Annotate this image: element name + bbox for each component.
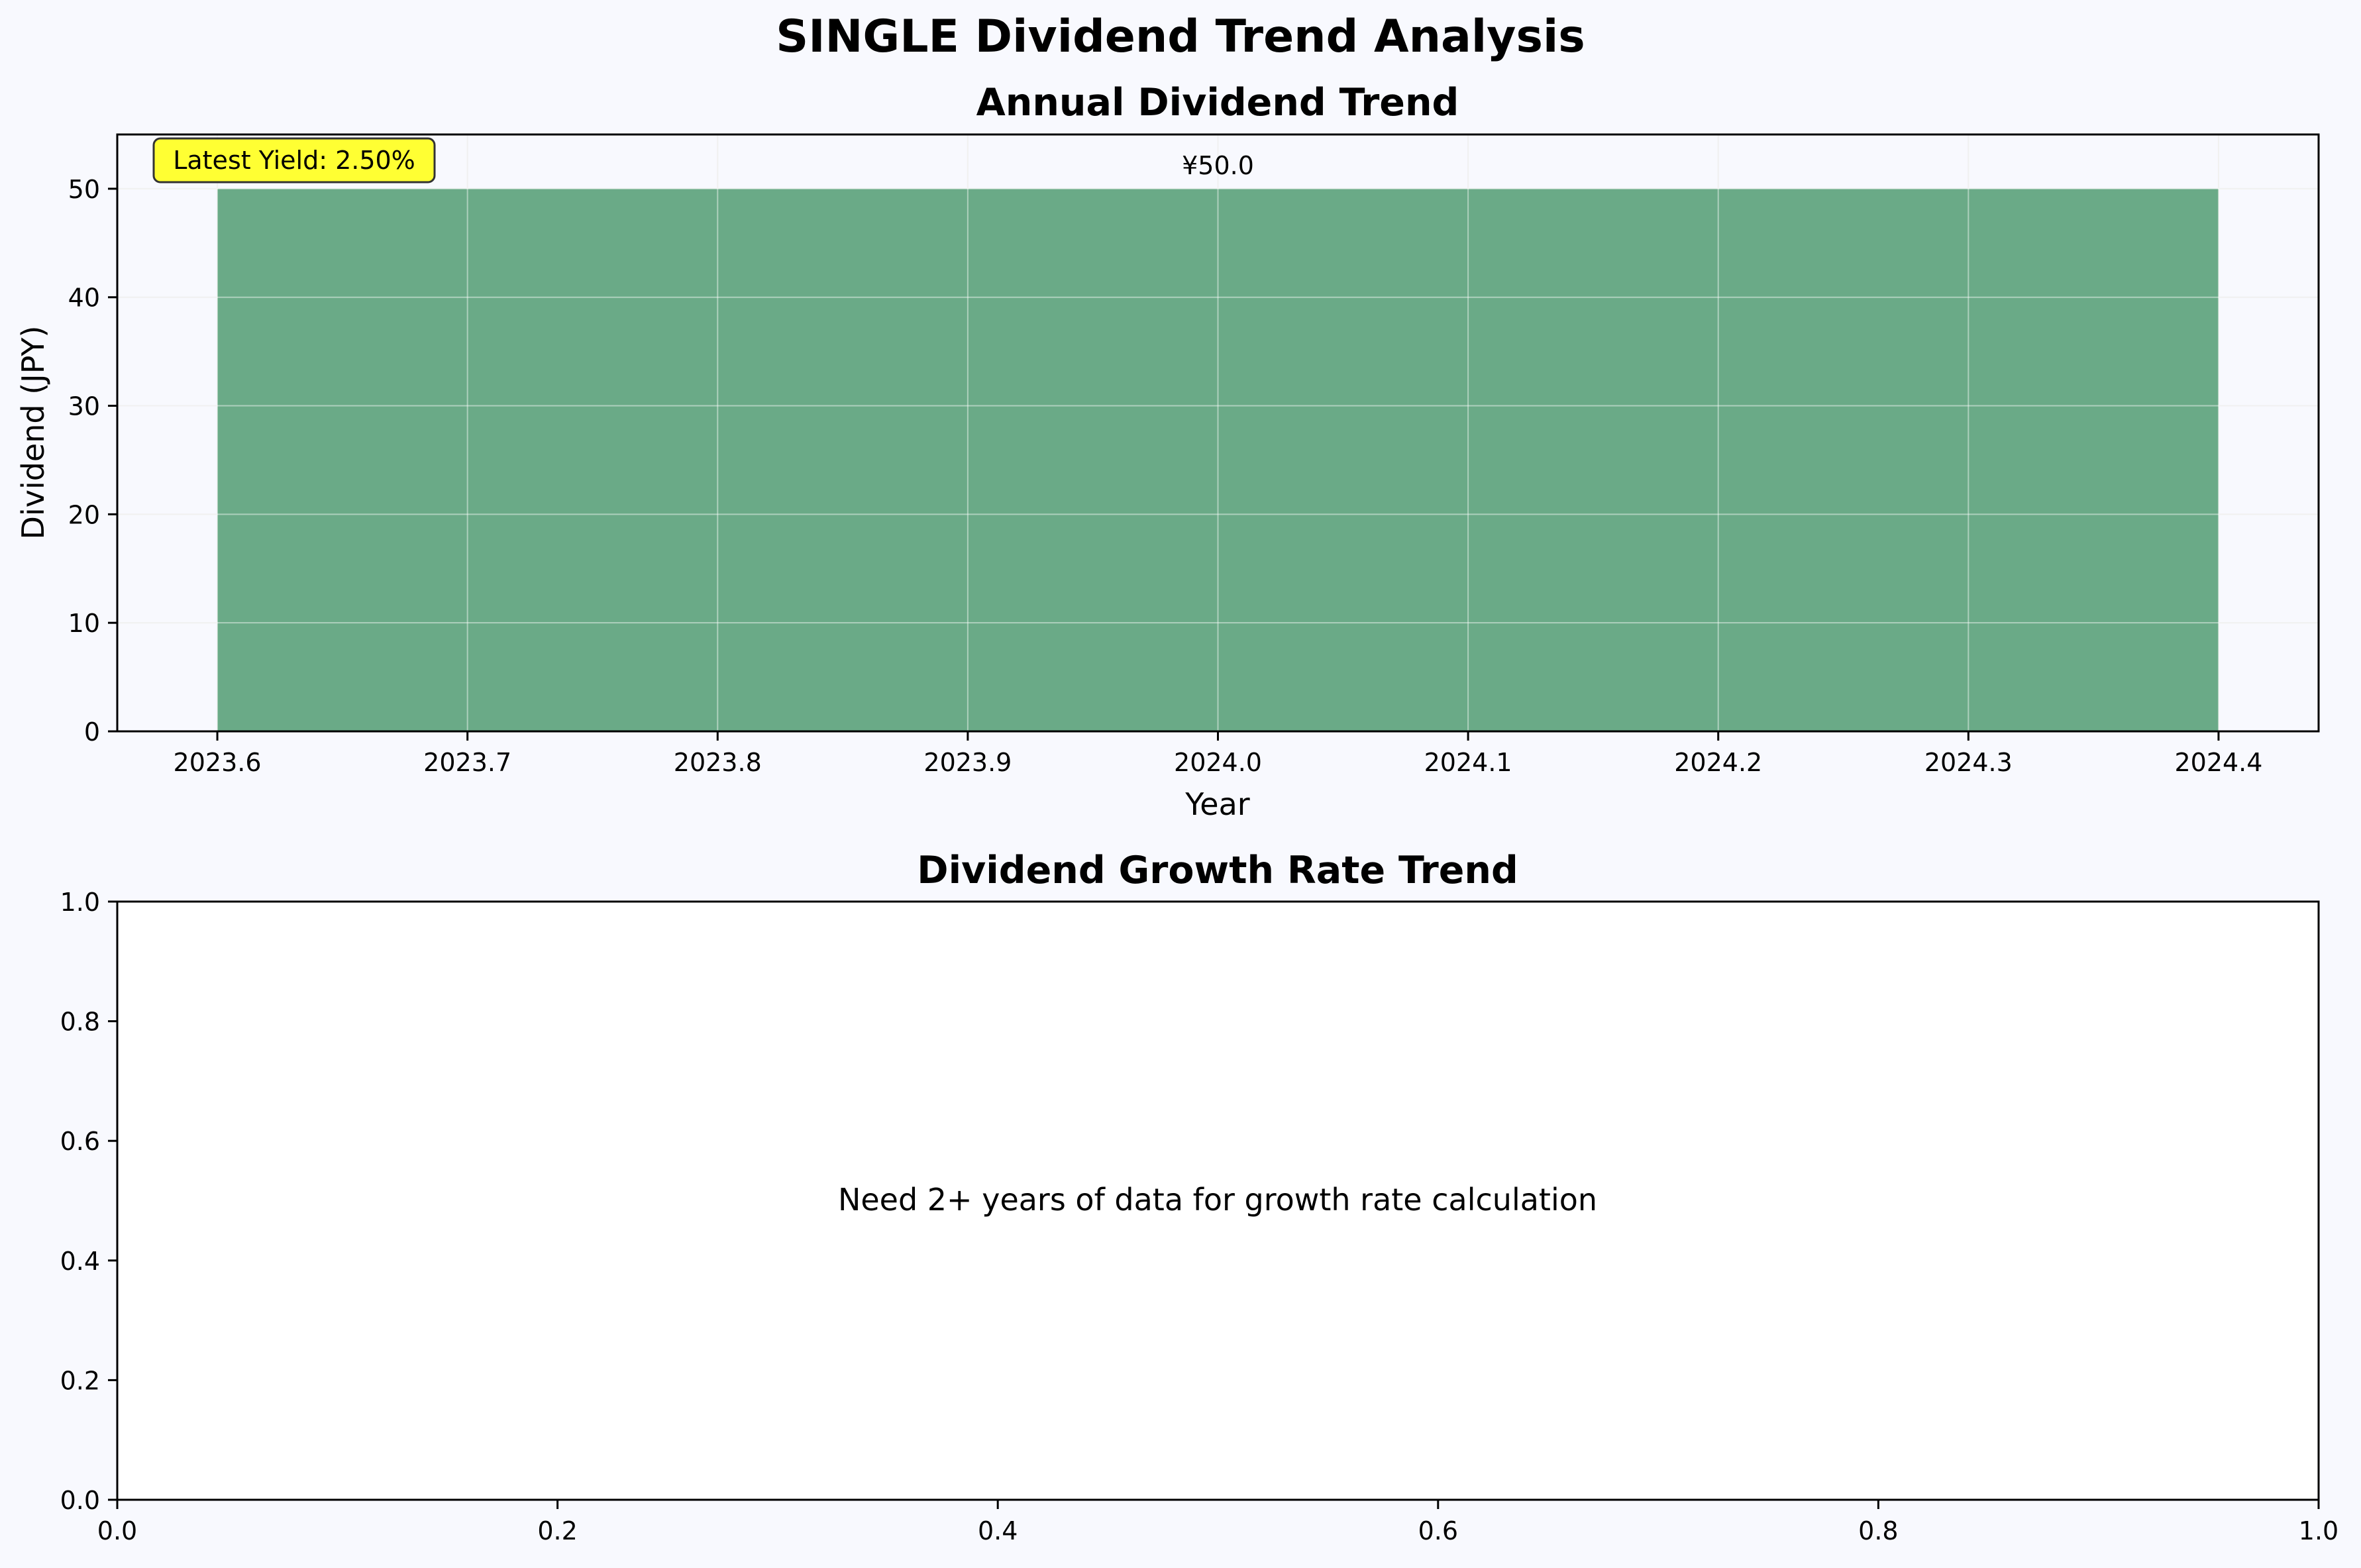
growth-rate-y-tick-label: 1.0 [60, 888, 100, 917]
annual-dividend-y-tick-label: 10 [68, 609, 100, 638]
annual-dividend-x-tick-label: 2024.3 [1924, 748, 2013, 777]
annual-dividend-x-tick-label: 2024.1 [1424, 748, 1512, 777]
annual-dividend-x-ticks: 2023.6 2023.7 2023.8 2023.9 2024.0 2024.1 2024… [174, 731, 2262, 777]
annual-dividend-x-tick-label: 2023.8 [674, 748, 762, 777]
growth-rate-x-tick-label: 0.2 [537, 1516, 577, 1545]
annual-dividend-y-axis-label: Dividend (JPY) [15, 326, 51, 540]
latest-yield-badge: Latest Yield: 2.50% [152, 137, 436, 183]
growth-rate-x-tick-label: 1.0 [2299, 1516, 2338, 1545]
annual-dividend-chart: ¥50.0 2023.6 2023.7 2023.8 2023.9 2024.0 2024… [15, 81, 2320, 822]
growth-rate-y-ticks: 0.0 0.2 0.4 0.6 0.8 1.0 [60, 888, 117, 1515]
figure-suptitle: SINGLE Dividend Trend Analysis [776, 11, 1585, 63]
annual-dividend-y-tick-label: 20 [68, 500, 100, 529]
growth-rate-axes-frame [116, 900, 2320, 1501]
annual-dividend-x-tick-label: 2023.7 [423, 748, 511, 777]
annual-dividend-y-tick-label: 0 [84, 717, 100, 747]
dividend-bar-label: ¥50.0 [1182, 151, 1254, 180]
growth-rate-y-tick-label: 0.6 [60, 1127, 100, 1156]
annual-dividend-x-axis-label: Year [1184, 786, 1249, 822]
annual-dividend-title: Annual Dividend Trend [976, 81, 1459, 125]
growth-rate-message: Need 2+ years of data for growth rate ca… [838, 1182, 1597, 1218]
latest-yield-badge-box [152, 137, 436, 183]
annual-dividend-y-tick-label: 50 [68, 175, 100, 204]
growth-rate-x-tick-label: 0.4 [978, 1516, 1018, 1545]
annual-dividend-x-tick-label: 2024.4 [2174, 748, 2262, 777]
annual-dividend-y-ticks: 0 10 20 30 40 50 [68, 175, 117, 747]
annual-dividend-x-tick-label: 2023.9 [923, 748, 1012, 777]
annual-dividend-data-labels: ¥50.0 [1182, 151, 1254, 180]
annual-dividend-x-tick-label: 2024.2 [1674, 748, 1762, 777]
dividend-bar [217, 188, 2219, 732]
annual-dividend-bars [117, 134, 2319, 732]
growth-rate-y-tick-label: 0.0 [60, 1486, 100, 1515]
annual-dividend-x-tick-label: 2023.6 [174, 748, 262, 777]
annual-dividend-x-tick-label: 2024.0 [1174, 748, 1262, 777]
growth-rate-y-tick-label: 0.2 [60, 1366, 100, 1395]
growth-rate-plot-background [117, 902, 2319, 1500]
latest-yield-badge-text: Latest Yield: 2.50% [173, 146, 415, 175]
growth-rate-x-tick-label: 0.8 [1858, 1516, 1898, 1545]
growth-rate-title: Dividend Growth Rate Trend [917, 849, 1518, 892]
growth-rate-y-tick-label: 0.8 [60, 1008, 100, 1037]
growth-rate-x-tick-label: 0.0 [97, 1516, 137, 1545]
growth-rate-x-ticks: 0.0 0.2 0.4 0.6 0.8 1.0 [97, 1500, 2338, 1545]
annual-dividend-y-tick-label: 40 [68, 284, 100, 313]
annual-dividend-y-tick-label: 30 [68, 392, 100, 421]
growth-rate-chart: 0.0 0.2 0.4 0.6 0.8 1.0 0.0 0.2 0.4 0.6 0.8 1.0 Di… [60, 849, 2339, 1545]
growth-rate-x-tick-label: 0.6 [1418, 1516, 1458, 1545]
growth-rate-y-tick-label: 0.4 [60, 1247, 100, 1276]
